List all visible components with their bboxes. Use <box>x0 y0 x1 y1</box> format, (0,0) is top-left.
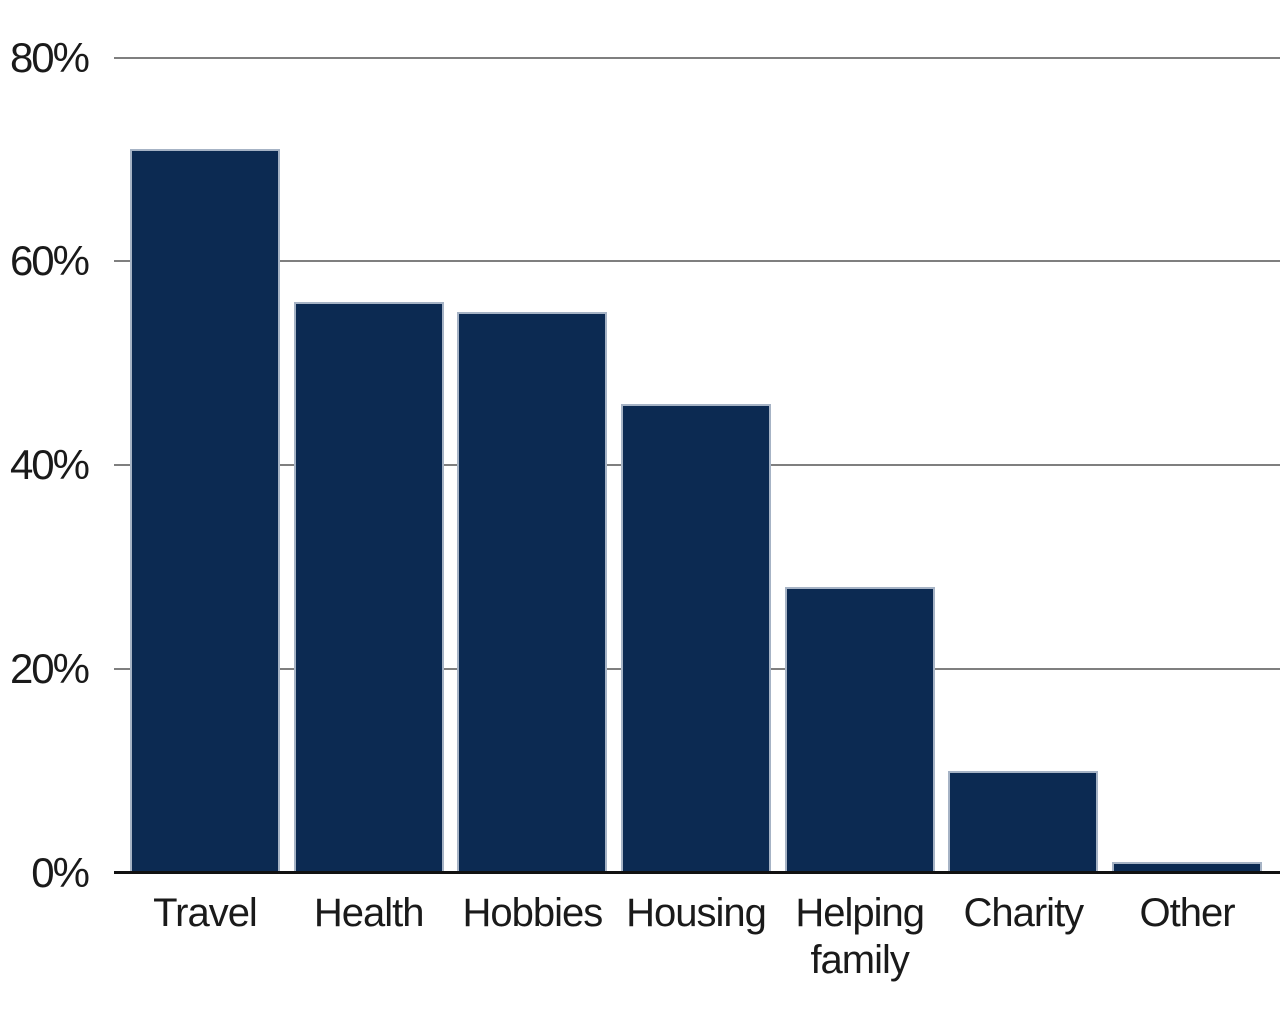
bar-travel <box>130 149 280 873</box>
x-axis-line <box>114 871 1280 874</box>
gridline <box>114 260 1280 263</box>
bar-helping-family <box>784 587 935 873</box>
x-tick-label-charity: Charity <box>963 891 1084 935</box>
x-tick-label-helping-family: Helping family <box>795 891 925 982</box>
x-tick-label-hobbies: Hobbies <box>462 891 603 935</box>
x-tick-label-travel: Travel <box>153 891 258 935</box>
bar-hobbies <box>457 312 608 873</box>
bar-health <box>293 302 444 873</box>
x-tick-label-health: Health <box>313 891 425 935</box>
y-tick-label: 40% <box>9 441 90 488</box>
y-tick-label: 60% <box>9 237 90 285</box>
bar-housing <box>621 403 771 873</box>
y-tick-label: 0% <box>31 848 90 896</box>
bar-other <box>1112 862 1263 873</box>
x-tick-label-housing: Housing <box>626 891 767 935</box>
y-tick-label: 20% <box>9 644 90 692</box>
gridline <box>114 56 1280 59</box>
bar-charity <box>948 770 1099 873</box>
y-tick-label: 80% <box>9 33 90 81</box>
x-tick-label-other: Other <box>1139 891 1235 935</box>
